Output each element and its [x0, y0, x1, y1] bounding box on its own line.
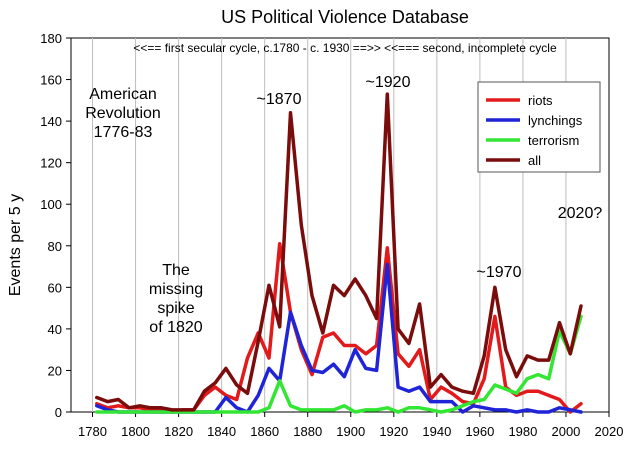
- chart-title: US Political Violence Database: [221, 7, 469, 27]
- x-tick-label: 1920: [379, 424, 408, 439]
- annotation-text: missing: [149, 281, 203, 298]
- annotation-text: ~1870: [257, 91, 302, 108]
- annotation-text: ~1920: [366, 74, 411, 91]
- x-tick-label: 1880: [293, 424, 322, 439]
- annotation-text: ~1970: [477, 264, 522, 281]
- legend-label-terrorism: terrorism: [528, 133, 579, 148]
- y-tick-label: 60: [48, 280, 62, 295]
- y-tick-label: 180: [40, 31, 62, 46]
- y-tick-label: 40: [48, 322, 62, 337]
- series-lines: [95, 92, 583, 414]
- legend-label-lynchings: lynchings: [528, 113, 583, 128]
- y-tick-label: 160: [40, 73, 62, 88]
- x-tick-label: 1800: [121, 424, 150, 439]
- annotations: <<== first secular cycle, c.1780 - c. 19…: [85, 41, 602, 336]
- series-line-all: [95, 92, 583, 412]
- y-tick-label: 80: [48, 239, 62, 254]
- series-line-terrorism: [95, 314, 583, 414]
- x-tick-label: 1780: [78, 424, 107, 439]
- y-tick-label: 0: [55, 405, 62, 420]
- y-axis-label: Events per 5 y: [7, 194, 24, 296]
- y-tick-label: 20: [48, 363, 62, 378]
- annotation-text: American: [89, 86, 157, 103]
- annotation-text: 1776-83: [94, 124, 153, 141]
- y-tick-label: 120: [40, 156, 62, 171]
- legend-box: [477, 81, 601, 173]
- y-tick-label: 100: [40, 197, 62, 212]
- legend-label-riots: riots: [528, 93, 553, 108]
- x-tick-label: 2000: [551, 424, 580, 439]
- x-tick-label: 2020: [595, 424, 624, 439]
- legend-label-all: all: [528, 153, 541, 168]
- annotation-text: spike: [157, 300, 194, 317]
- x-tick-label: 1960: [465, 424, 494, 439]
- x-tick-label: 1840: [207, 424, 236, 439]
- x-tick-label: 1900: [336, 424, 365, 439]
- y-tick-label: 140: [40, 114, 62, 129]
- annotation-text: 2020?: [558, 205, 603, 222]
- annotation-text: Revolution: [85, 105, 161, 122]
- annotation-text: <<== first secular cycle, c.1780 - c. 19…: [133, 41, 557, 55]
- x-tick-label: 1940: [422, 424, 451, 439]
- axis-ticks: 1780 1800 1820 1840 1860 1880 1900 1920 1940 1960…: [40, 31, 623, 439]
- x-tick-label: 1860: [250, 424, 279, 439]
- legend: riots lynchings terrorism all: [477, 81, 601, 173]
- annotation-text: The: [162, 262, 190, 279]
- annotation-text: of 1820: [149, 319, 202, 336]
- x-tick-label: 1980: [508, 424, 537, 439]
- x-tick-label: 1820: [164, 424, 193, 439]
